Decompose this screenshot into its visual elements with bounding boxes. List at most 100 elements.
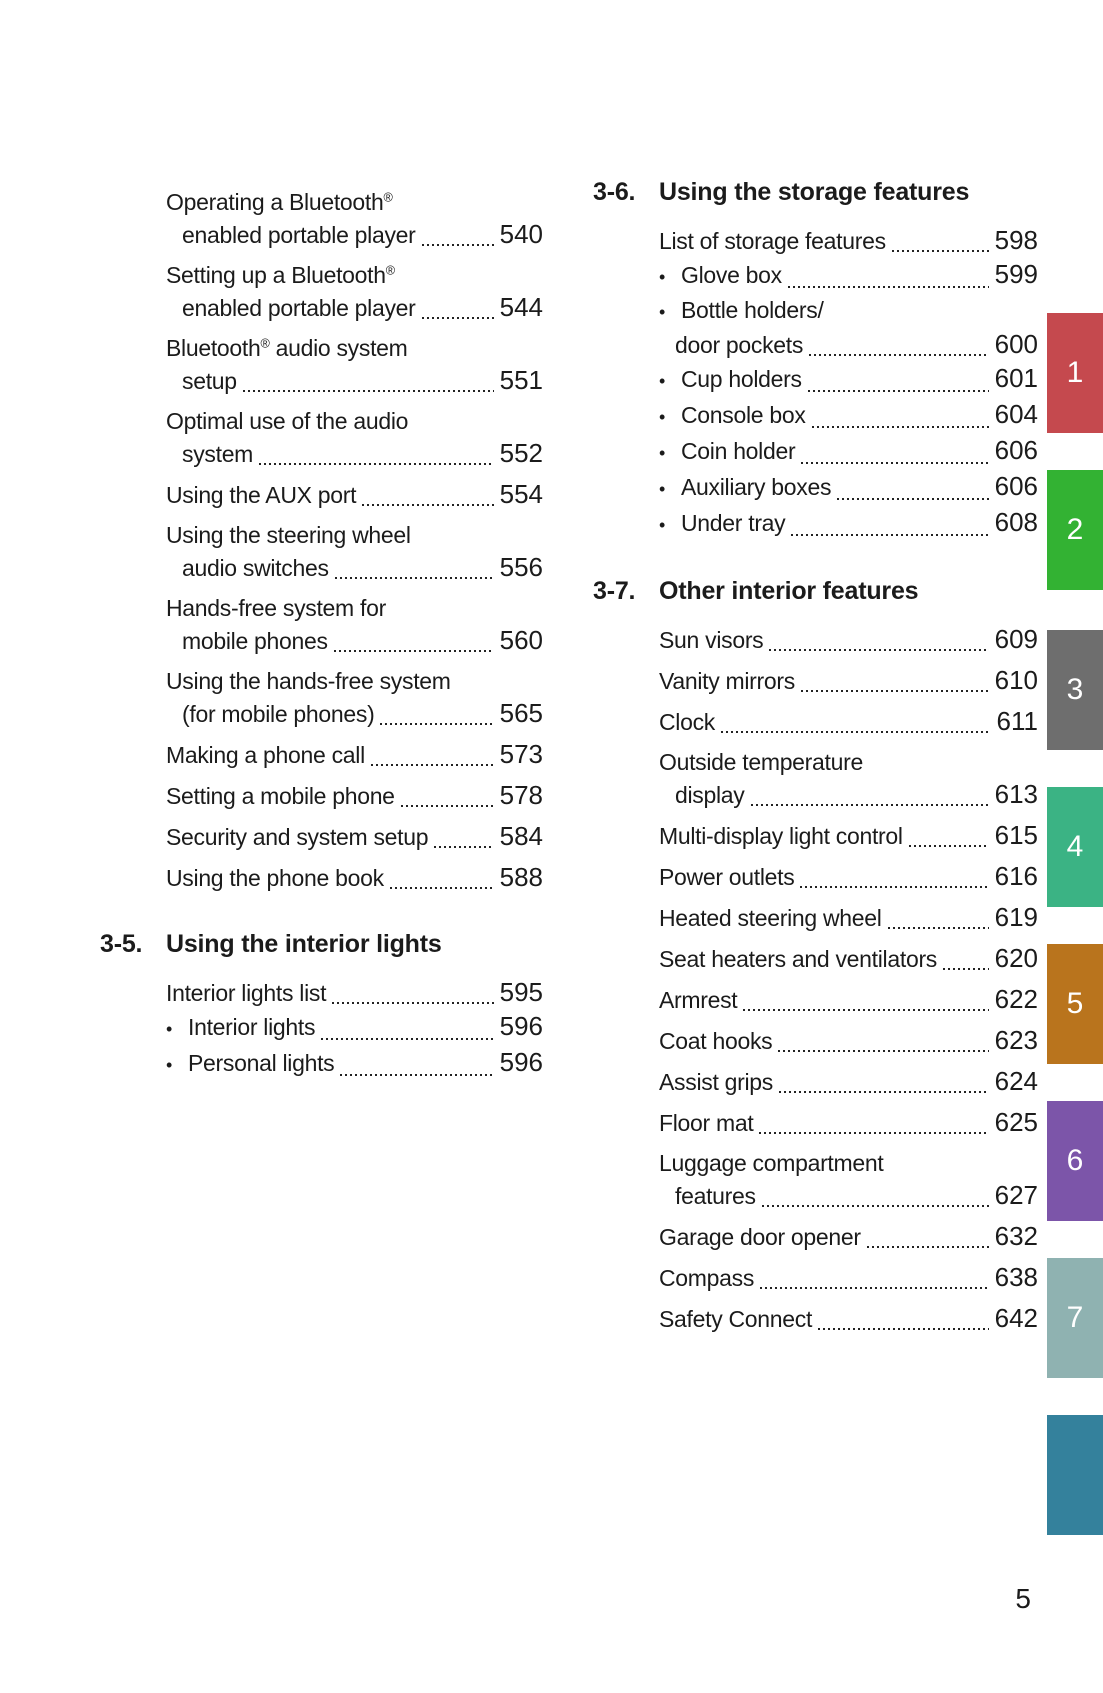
entry-line: Power outlets 616 [659,860,1038,893]
entry-text: Luggage compartment [659,1150,884,1176]
page-ref: 606 [994,471,1038,501]
entry-text: mobile phones [182,628,328,654]
page-ref: 613 [994,779,1038,809]
entry-text: system [182,441,254,467]
toc-entry: Floor mat 625 [659,1106,1038,1139]
entry-line: • Auxiliary boxes 606 [659,470,1038,505]
section-title: Other interior features [659,577,919,605]
bullet-marker: • [166,1019,173,1039]
registered-mark: ® [383,190,393,205]
toc-entry: Compass 638 [659,1261,1038,1294]
entry-line: enabled portable player 540 [166,218,543,251]
entry-text: Heated steering wheel [659,905,882,931]
chapter-tab-8 [1047,1415,1103,1535]
page-ref: 598 [994,225,1038,255]
toc-entry: Clock 611 [659,705,1038,738]
entry-line: Hands-free system for [166,592,543,624]
dot-leader [791,534,989,536]
entry-line: Seat heaters and ventilators 620 [659,942,1038,975]
entry-text: Interior lights [188,1014,316,1040]
toc-entry: Using the steering wheel audio switches 55… [166,519,543,584]
chapter-tab-label: 2 [1066,513,1084,546]
entry-line: Garage door opener 632 [659,1220,1038,1253]
dot-leader [761,1205,989,1207]
page-ref: 554 [499,479,543,509]
dot-leader [807,390,989,392]
toc-entry: • Cup holders 601 [659,362,1038,397]
page-ref: 596 [499,1047,543,1077]
entry-line: door pockets 600 [659,328,1038,361]
page-ref: 627 [994,1180,1038,1210]
dot-leader [334,577,494,579]
dot-leader [801,462,989,464]
entry-line: • Coin holder 606 [659,434,1038,469]
dot-leader [778,1091,989,1093]
dot-leader [809,354,989,356]
page-ref: 632 [994,1221,1038,1251]
bullet-marker: • [166,1055,173,1075]
page-ref: 624 [994,1066,1038,1096]
entry-text: Outside temperature [659,749,863,775]
page-ref: 620 [994,943,1038,973]
entry-line: • Personal lights 596 [166,1046,543,1081]
entry-text: Armrest [659,987,738,1013]
entry-line: • Interior lights 596 [166,1010,543,1045]
registered-mark: ® [260,336,270,351]
page-ref: 600 [994,329,1038,359]
entry-text: Safety Connect [659,1306,813,1332]
dot-leader [891,250,989,252]
toc-entry: List of storage features 598 [659,224,1038,257]
section-heading: 3-6. Using the storage features [593,176,1038,208]
dot-leader [333,650,494,652]
toc-entry: Optimal use of the audio system 552 [166,405,543,470]
chapter-tab-5: 5 [1047,944,1103,1064]
entry-text: Console box [681,402,806,428]
toc-left-column: Operating a Bluetooth® enabled portable p… [100,0,543,1082]
dot-leader [332,1002,494,1004]
dot-leader [887,927,989,929]
entry-text: Multi-display light control [659,823,903,849]
page-ref: 616 [994,861,1038,891]
dot-leader [421,244,494,246]
entry-line: system 552 [166,437,543,470]
entry-line: Safety Connect 642 [659,1302,1038,1335]
dot-leader [370,764,494,766]
section-number: 3-5. [100,930,143,958]
entry-line: mobile phones 560 [166,624,543,657]
entry-text: enabled portable player [182,222,416,248]
entry-text: Interior lights list [166,980,327,1006]
chapter-tab-6: 6 [1047,1101,1103,1221]
dot-leader [943,968,989,970]
chapter-tab-1: 1 [1047,313,1103,433]
page-ref: 604 [994,399,1038,429]
page-ref: 623 [994,1025,1038,1055]
toc-entry: Security and system setup 584 [166,820,543,853]
entry-line: Outside temperature [659,746,1038,778]
entry-text: Using the hands-free system [166,668,451,694]
entry-text: Sun visors [659,627,764,653]
toc-entry: Luggage compartment features 627 [659,1147,1038,1212]
section-heading: 3-5. Using the interior lights [100,928,543,960]
entry-text: Floor mat [659,1110,754,1136]
section-title: Using the storage features [659,178,970,206]
entry-text: Vanity mirrors [659,668,795,694]
page-ref: 609 [994,624,1038,654]
toc-entry: Interior lights list 595 [166,976,543,1009]
page-ref: 544 [499,292,543,322]
dot-leader [778,1050,989,1052]
entry-text: Hands-free system for [166,595,386,621]
entry-text: Coat hooks [659,1028,773,1054]
chapter-tab-4: 4 [1047,787,1103,907]
entry-group: Sun visors 609 Vanity mirrors 610 Clock 611 Ou… [659,623,1038,1335]
page-ref: 642 [994,1303,1038,1333]
entry-line: Multi-display light control 615 [659,819,1038,852]
chapter-tab-label: 1 [1066,356,1084,389]
entry-line: Assist grips 624 [659,1065,1038,1098]
toc-entry: • Glove box 599 [659,258,1038,293]
dot-leader [800,886,989,888]
page-ref: 573 [499,739,543,769]
dot-leader [321,1038,494,1040]
dot-leader [837,498,989,500]
toc-right-column: 3-6. Using the storage features List of st… [593,0,1038,1343]
dot-leader [400,805,494,807]
